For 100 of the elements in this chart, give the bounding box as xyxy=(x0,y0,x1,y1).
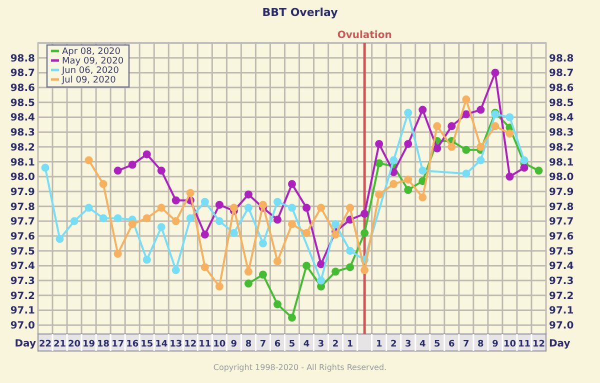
point xyxy=(288,220,296,228)
point xyxy=(230,229,238,238)
point xyxy=(346,263,354,272)
y-tick-label: 98.8 xyxy=(10,53,36,64)
y2-tick-label: 98.7 xyxy=(549,68,574,80)
x-tick-label: 4 xyxy=(303,340,310,350)
point xyxy=(462,170,470,178)
y-tick-label: 97.7 xyxy=(10,216,36,228)
point xyxy=(114,250,122,258)
point xyxy=(317,276,326,285)
point xyxy=(433,144,442,152)
x-tick-label: 6 xyxy=(448,340,455,350)
x-tick-label: 2 xyxy=(390,340,397,350)
point xyxy=(70,217,78,226)
y-tick-label: 98.4 xyxy=(10,112,36,124)
point xyxy=(258,239,267,248)
point xyxy=(258,270,267,279)
y-tick-label: 98.5 xyxy=(10,98,36,109)
point xyxy=(288,180,296,188)
chart-title: BBT Overlay xyxy=(262,6,338,19)
point xyxy=(230,204,238,212)
x-tick-label: 10 xyxy=(503,340,516,350)
point xyxy=(273,216,282,224)
point xyxy=(244,190,252,198)
point xyxy=(476,156,485,164)
point xyxy=(462,95,470,104)
point xyxy=(506,172,514,181)
point xyxy=(346,204,354,212)
point xyxy=(84,204,93,212)
point xyxy=(448,122,456,130)
x-tick-label: 2 xyxy=(332,340,339,350)
point xyxy=(390,156,398,164)
point xyxy=(258,200,267,209)
point xyxy=(418,106,427,114)
x-tick-label: 3 xyxy=(318,340,324,350)
x-tick-label: 17 xyxy=(112,340,124,350)
point xyxy=(418,166,427,175)
point xyxy=(215,200,224,209)
point xyxy=(128,160,136,169)
y-tick-label: 98.0 xyxy=(10,172,36,184)
x-tick-label: 4 xyxy=(419,340,426,350)
y2-tick-label: 97.3 xyxy=(549,276,574,288)
y2-tick-label: 98.8 xyxy=(549,53,574,64)
ref-line-label: Ovulation xyxy=(337,30,392,41)
point xyxy=(128,220,136,228)
point xyxy=(244,204,252,212)
y-tick-label: 97.3 xyxy=(10,276,36,288)
y2-tick-label: 98.1 xyxy=(549,157,574,168)
y2-tick-label: 97.2 xyxy=(549,290,574,302)
point xyxy=(491,68,500,77)
point xyxy=(332,230,340,239)
point xyxy=(56,234,64,243)
legend-label: Apr 08, 2020 xyxy=(62,47,121,58)
y2-tick-label: 97.4 xyxy=(549,261,574,272)
x-tick-label: 12 xyxy=(532,340,546,350)
point xyxy=(506,130,514,138)
x-tick-label: 5 xyxy=(288,340,296,350)
point xyxy=(476,106,485,114)
point xyxy=(186,214,194,222)
x-tick-label: 11 xyxy=(518,340,530,350)
point xyxy=(273,300,282,308)
x-tick-label: 8 xyxy=(478,340,484,350)
y-tick-label: 97.4 xyxy=(10,261,36,272)
y-tick-label: 97.6 xyxy=(10,232,36,243)
y2-tick-label: 97.5 xyxy=(549,246,574,258)
x-tick-label: 12 xyxy=(184,340,197,350)
point xyxy=(215,217,224,226)
y-tick-label: 97.9 xyxy=(10,186,36,198)
legend-label: Jul 09, 2020 xyxy=(61,76,116,86)
point xyxy=(520,164,528,172)
point xyxy=(462,146,470,154)
point xyxy=(142,150,151,158)
y-tick-label: 97.1 xyxy=(10,306,36,317)
point xyxy=(172,217,180,226)
point xyxy=(418,193,427,202)
point xyxy=(360,210,369,218)
y2-tick-label: 97.6 xyxy=(549,232,574,243)
x-tick-label: 8 xyxy=(245,340,252,350)
x-tick-label: 6 xyxy=(274,340,281,350)
point xyxy=(404,186,412,194)
x-tick-label: 5 xyxy=(434,340,440,350)
point xyxy=(215,282,224,290)
point xyxy=(99,214,108,222)
point xyxy=(404,140,412,148)
point xyxy=(84,156,93,164)
point xyxy=(157,204,166,212)
y-tick-label: 97.5 xyxy=(10,246,36,258)
point xyxy=(346,246,354,255)
y-tick-label: 97.0 xyxy=(10,320,36,332)
x-tick-label: 15 xyxy=(140,340,154,350)
x-tick-label: 9 xyxy=(230,340,238,350)
point xyxy=(375,159,384,168)
x-tick-label: 11 xyxy=(198,340,212,350)
point xyxy=(288,314,296,322)
point xyxy=(157,166,166,175)
point xyxy=(375,140,384,148)
y2-tick-label: 97.1 xyxy=(549,306,574,317)
point xyxy=(462,110,470,118)
x-axis-title: Day xyxy=(14,338,36,350)
legend-label: Jun 06, 2020 xyxy=(61,66,120,76)
